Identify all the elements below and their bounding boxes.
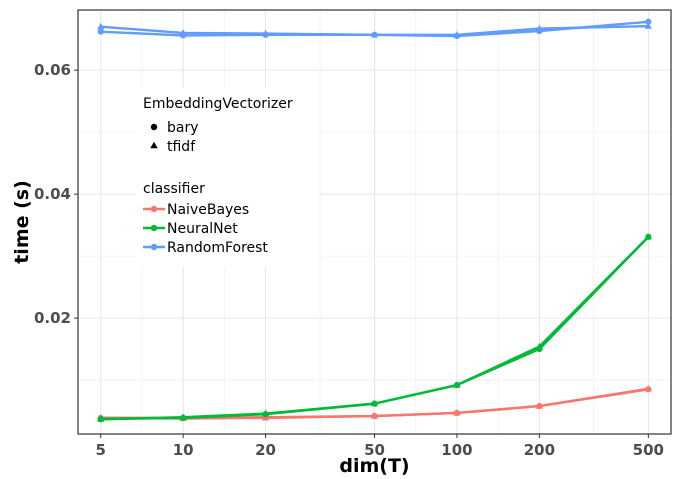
data-point-randomforest-tfidf xyxy=(453,30,461,38)
data-point-naivebayes-tfidf xyxy=(453,409,461,416)
y-axis-title: time (s) xyxy=(11,180,33,264)
data-point-randomforest-tfidf xyxy=(179,29,187,36)
x-tick-label: 200 xyxy=(524,441,555,459)
data-point-randomforest-bary xyxy=(645,18,652,25)
x-tick-label: 500 xyxy=(633,441,664,459)
legend-shape-title: EmbeddingVectorizer xyxy=(143,96,293,112)
data-point-neuralnet-tfidf xyxy=(453,381,461,388)
x-tick-label: 20 xyxy=(255,441,276,459)
data-point-randomforest-tfidf xyxy=(370,30,379,38)
y-tick-label: 0.02 xyxy=(34,309,71,327)
data-point-neuralnet-tfidf xyxy=(179,413,187,420)
legend-label-tfidf: tfidf xyxy=(167,139,196,155)
data-point-randomforest-tfidf xyxy=(261,29,270,37)
axes: 0.02 0.04 0.06 5 10 20 50 100 200 500 xyxy=(34,61,664,459)
x-tick-label: 10 xyxy=(173,441,194,459)
legend-key-randomforest-point xyxy=(150,243,158,251)
data-point-neuralnet-tfidf xyxy=(261,409,270,417)
legend-label-neuralnet: NeuralNet xyxy=(167,221,238,237)
x-tick-label: 50 xyxy=(364,441,385,459)
data-point-neuralnet-tfidf xyxy=(644,233,652,240)
x-tick-label: 5 xyxy=(96,441,106,459)
data-point-neuralnet-tfidf xyxy=(370,399,379,407)
legend-key-tfidf-triangle xyxy=(150,141,158,149)
data-point-naivebayes-tfidf xyxy=(644,384,652,392)
legend-label-bary: bary xyxy=(167,120,199,136)
legend-label-naivebayes: NaiveBayes xyxy=(167,202,249,218)
x-axis-title: dim(T) xyxy=(339,455,409,477)
legend-key-naivebayes-point xyxy=(150,205,158,213)
legend-key-neuralnet-point xyxy=(150,224,158,232)
y-tick-label: 0.06 xyxy=(34,61,71,79)
data-point-randomforest-tfidf xyxy=(97,22,105,30)
legend-color-title: classifier xyxy=(143,181,205,197)
legend-key-bary-circle xyxy=(150,123,158,131)
data-point-neuralnet-tfidf xyxy=(535,342,543,350)
data-point-randomforest-bary xyxy=(97,28,104,35)
data-point-randomforest-tfidf xyxy=(535,24,543,32)
data-point-naivebayes-tfidf xyxy=(370,412,379,419)
data-point-randomforest-tfidf xyxy=(644,22,652,29)
x-tick-label: 100 xyxy=(441,441,472,459)
y-tick-label: 0.04 xyxy=(34,185,71,203)
legend: EmbeddingVectorizer bary tfidf classifie… xyxy=(136,88,318,266)
data-point-naivebayes-tfidf xyxy=(535,402,543,409)
legend-label-randomforest: RandomForest xyxy=(167,240,268,256)
series-layer xyxy=(97,18,652,423)
data-point-naivebayes-tfidf xyxy=(261,414,270,421)
data-point-neuralnet-tfidf xyxy=(97,415,105,422)
legend-background xyxy=(136,88,318,266)
